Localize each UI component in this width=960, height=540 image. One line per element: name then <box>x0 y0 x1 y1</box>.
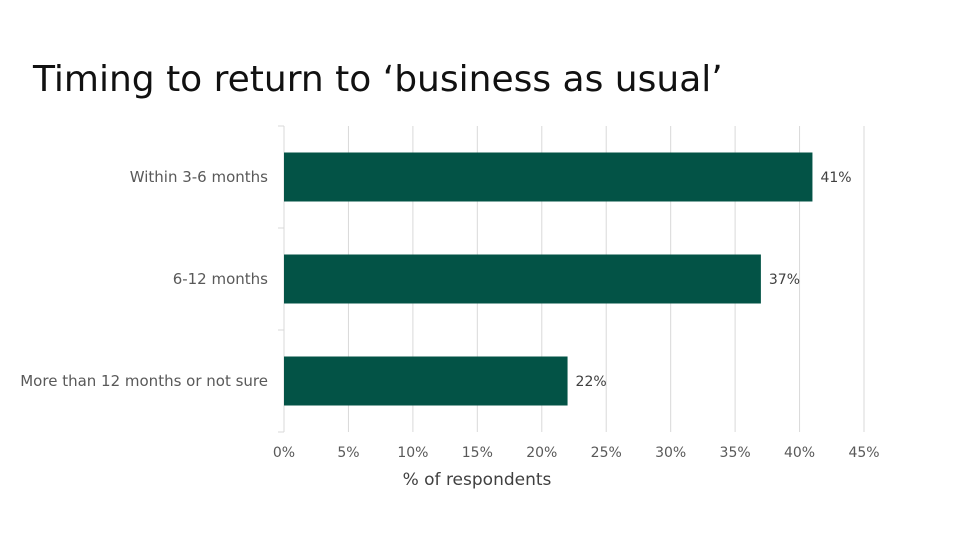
bar <box>284 152 813 202</box>
x-axis-title: % of respondents <box>403 470 552 490</box>
x-tick-label: 15% <box>462 445 493 461</box>
data-label: 22% <box>576 374 607 390</box>
x-tick-label: 5% <box>337 445 359 461</box>
x-tick-label: 40% <box>784 445 815 461</box>
chart-title: Timing to return to ‘business as usual’ <box>33 59 723 100</box>
data-label: 37% <box>769 272 800 288</box>
bars <box>284 152 813 406</box>
x-tick-label: 0% <box>273 445 295 461</box>
bar <box>284 254 761 304</box>
category-label: Within 3-6 months <box>130 168 268 186</box>
category-label: More than 12 months or not sure <box>20 372 268 390</box>
x-tick-label: 20% <box>526 445 557 461</box>
category-label: 6-12 months <box>173 270 268 288</box>
x-tick-label: 10% <box>397 445 428 461</box>
bar <box>284 356 568 406</box>
data-label: 41% <box>820 170 851 186</box>
labels: 0% 5% 10% 15% 20% 25% 30% 35% 40% 45% Within 3-6 m… <box>20 168 879 461</box>
x-tick-label: 35% <box>720 445 751 461</box>
x-tick-label: 30% <box>655 445 686 461</box>
x-tick-label: 25% <box>591 445 622 461</box>
x-tick-label: 45% <box>848 445 879 461</box>
